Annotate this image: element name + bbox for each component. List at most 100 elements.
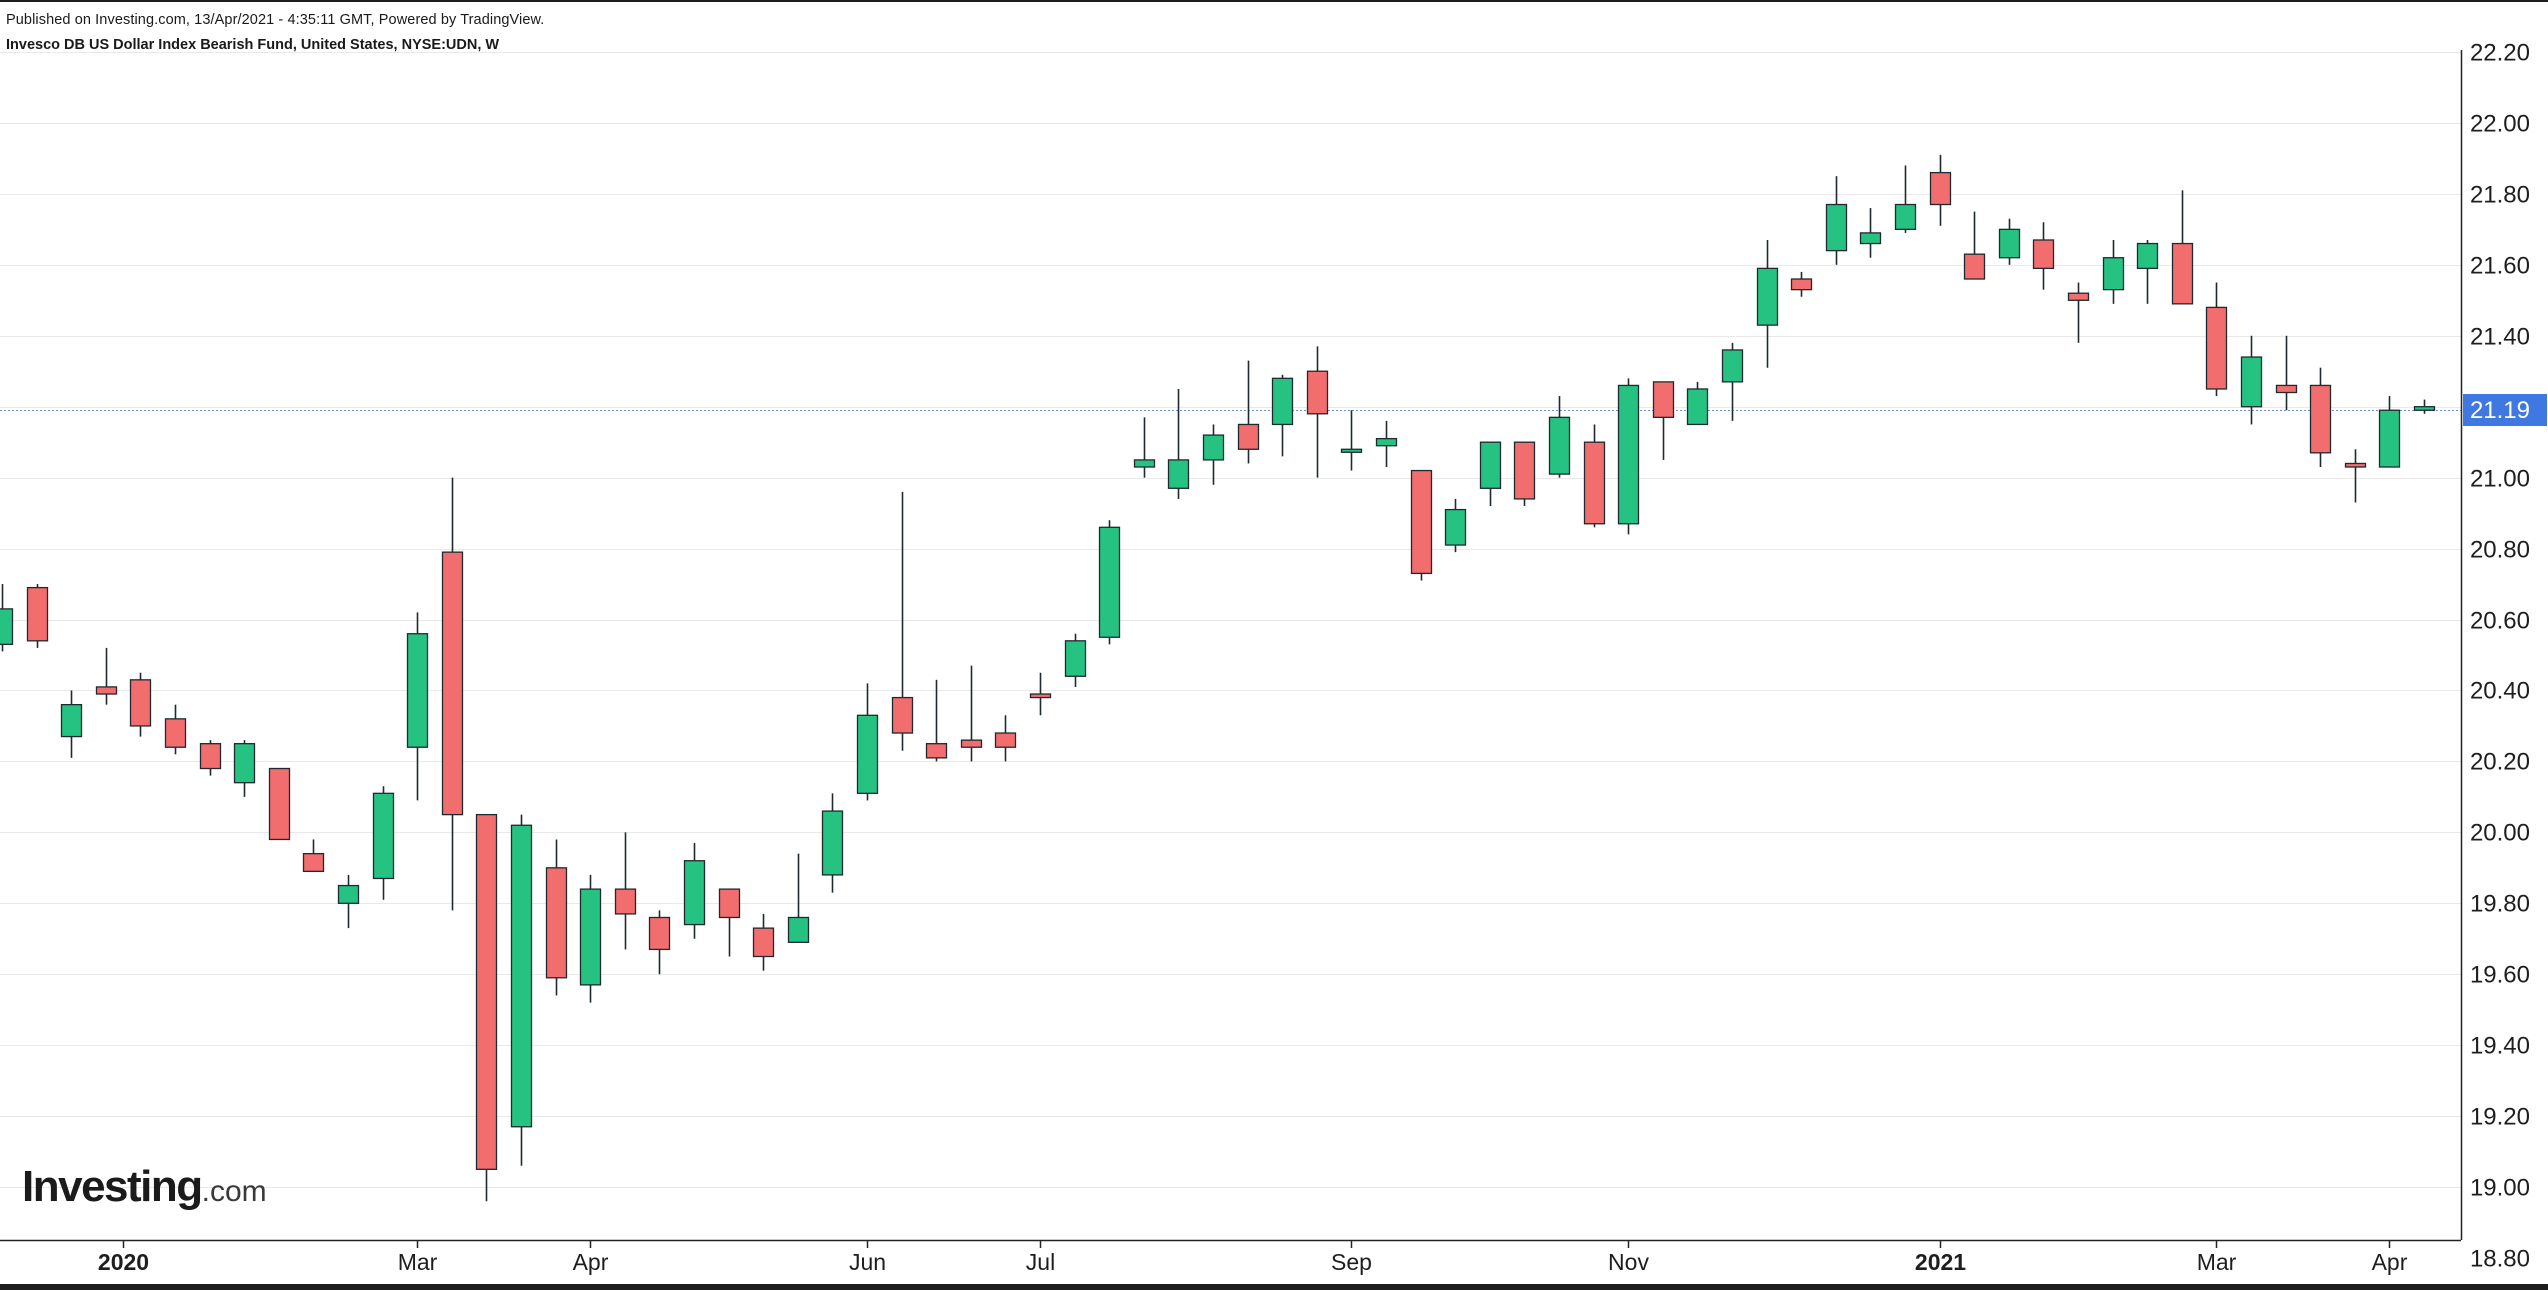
candle-body-down: [1790, 278, 1813, 291]
candle-body-down: [545, 867, 568, 979]
candle: [2067, 282, 2090, 343]
candle-body-up: [1375, 437, 1398, 447]
candle: [683, 842, 706, 939]
logo-main: Investing: [22, 1162, 203, 1211]
candle-body-down: [199, 743, 222, 770]
candle: [1686, 381, 1709, 426]
candle-body-down: [614, 888, 637, 915]
bottom-border: [0, 1284, 2548, 1290]
candle-body-down: [1583, 441, 1606, 525]
last-price-tag: 21.19: [2463, 394, 2547, 426]
candle: [2171, 190, 2194, 305]
candle: [1963, 211, 1986, 280]
candle: [2413, 399, 2436, 414]
investing-logo: Investing.com: [22, 1162, 267, 1212]
y-axis[interactable]: 18.80 19.00 19.20 19.40 19.60 19.80 20.00 20.20…: [2460, 40, 2531, 1273]
candle: [1064, 633, 1087, 687]
x-tick-label: Apr: [2372, 1249, 2408, 1275]
candle: [1825, 176, 1848, 265]
candle-body-up: [1064, 640, 1087, 677]
candle: [787, 853, 810, 943]
y-tick-label: 21.40: [2470, 324, 2530, 351]
y-tick-label: 20.80: [2470, 537, 2530, 564]
top-border: [0, 0, 2548, 2]
candle: [1098, 520, 1121, 645]
grid: [0, 52, 2461, 1188]
candle: [1721, 342, 1744, 421]
y-tick-label: 22.20: [2470, 40, 2530, 67]
y-tick-label: 22.00: [2470, 111, 2530, 138]
candle: [648, 910, 671, 975]
candle: [164, 704, 187, 755]
candle: [545, 839, 568, 996]
candle-body-up: [1444, 508, 1467, 546]
candle: [1167, 388, 1190, 499]
candle: [129, 672, 152, 737]
candle-body-down: [1929, 171, 1952, 206]
candle-body-up: [856, 714, 879, 794]
candle: [925, 679, 948, 762]
x-tick-label: Jun: [849, 1249, 886, 1275]
candle: [1513, 441, 1536, 507]
candle-body-down: [1652, 381, 1675, 418]
candle-body-up: [2378, 409, 2401, 468]
candle: [233, 740, 256, 797]
candle: [1306, 346, 1329, 478]
candle: [510, 814, 533, 1166]
candle: [1894, 165, 1917, 233]
candle-body-down: [164, 718, 187, 748]
candle: [268, 767, 291, 841]
candle: [1029, 672, 1052, 716]
candle-body-up: [1825, 203, 1848, 252]
candle: [994, 715, 1017, 762]
candle: [2275, 335, 2298, 411]
candle: [718, 888, 741, 957]
candle: [2378, 396, 2401, 468]
candle: [1340, 410, 1363, 471]
candle: [579, 874, 602, 1003]
x-tick-label: 2020: [98, 1249, 149, 1275]
candle-body-up: [683, 860, 706, 926]
candle-body-down: [2275, 384, 2298, 394]
x-axis[interactable]: 2020 Mar Apr Jun Jul Sep Nov 2021 Mar Apr: [0, 1239, 2461, 1275]
candle: [199, 740, 222, 776]
y-tick-label: 19.60: [2470, 962, 2530, 989]
candle-body-up: [233, 743, 256, 784]
candle-body-down: [1963, 253, 1986, 280]
candle-body-down: [960, 739, 983, 748]
candle: [1444, 498, 1467, 553]
candle: [2309, 367, 2332, 468]
candle-body-up: [510, 824, 533, 1128]
candle: [475, 813, 498, 1202]
candle: [1998, 218, 2021, 265]
candle-body-up: [1756, 267, 1779, 326]
y-tick-label: 20.40: [2470, 678, 2530, 705]
candle-body-down: [1306, 370, 1329, 415]
candle-body-up: [2413, 406, 2436, 411]
y-tick-label: 20.20: [2470, 749, 2530, 776]
candle: [2136, 239, 2159, 304]
candle: [752, 913, 775, 971]
x-tick-label: Mar: [398, 1249, 438, 1275]
candle-body-up: [579, 888, 602, 986]
candle: [441, 477, 464, 911]
candle-body-up: [1548, 416, 1571, 475]
candle-body-down: [925, 743, 948, 759]
candle: [0, 584, 14, 652]
y-tick-label: 19.00: [2470, 1175, 2530, 1202]
candle-body-down: [268, 767, 291, 841]
candle: [406, 612, 429, 801]
candle: [1202, 424, 1225, 485]
candle-body-up: [2102, 257, 2125, 291]
candle-body-down: [1029, 693, 1052, 699]
candle-body-up: [1479, 441, 1502, 489]
candle-body-up: [787, 916, 810, 943]
y-tick-label: 19.80: [2470, 891, 2530, 918]
y-tick-label: 21.80: [2470, 182, 2530, 209]
candle-body-up: [1998, 228, 2021, 259]
x-tick-label: Apr: [573, 1249, 609, 1275]
candle: [1929, 154, 1952, 226]
published-note: Published on Investing.com, 13/Apr/2021 …: [6, 12, 545, 28]
y-tick-label: 21.00: [2470, 466, 2530, 493]
